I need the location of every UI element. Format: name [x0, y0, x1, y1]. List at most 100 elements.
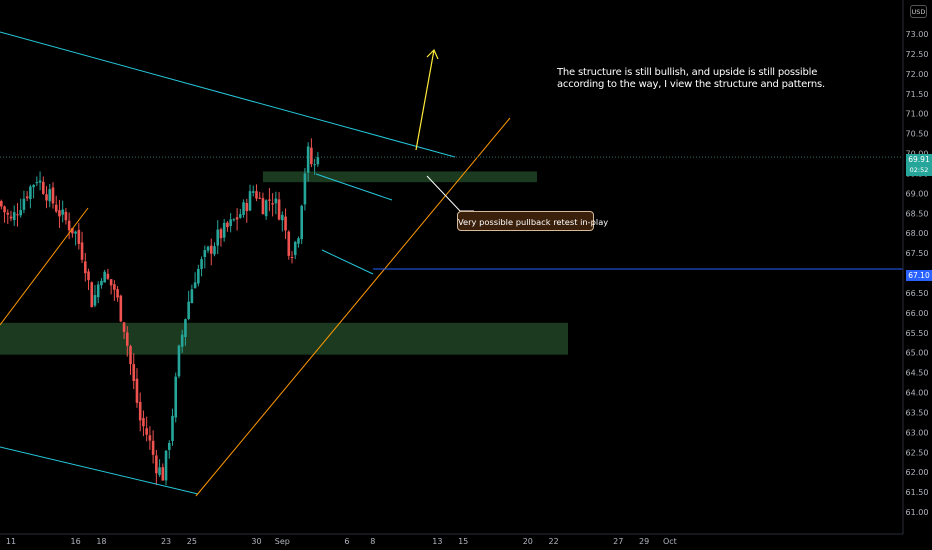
x-tick-label: 22	[549, 537, 559, 546]
candle	[274, 191, 278, 215]
candle	[232, 218, 236, 222]
candle	[45, 186, 48, 209]
currency-label[interactable]: USD	[910, 5, 927, 18]
candle	[255, 184, 258, 202]
x-tick-label: 11	[6, 537, 16, 546]
candle	[313, 158, 316, 175]
upper-channel-line	[0, 31, 456, 158]
x-tick-label: 25	[187, 537, 197, 546]
x-tick-label: 16	[71, 537, 81, 546]
candle	[203, 245, 207, 269]
candle	[180, 329, 184, 353]
candle	[32, 184, 35, 199]
y-tick-label: 72.50	[906, 50, 929, 59]
current-price-value: 69.91	[908, 155, 930, 164]
time-axis: 11 16 18 23 25 30 Sep 6 8 13 15 20 22 27 29 Oct	[0, 533, 903, 546]
price-axis: 61.00 61.50 62.00 62.50 63.00 63.50 64.00 64.50…	[902, 0, 929, 534]
y-tick-label: 65.00	[906, 349, 929, 358]
candle	[251, 185, 255, 197]
candlestick-series	[0, 138, 320, 486]
candle	[171, 408, 174, 446]
candle	[106, 268, 110, 281]
candle	[125, 326, 129, 357]
y-tick-label: 71.00	[906, 110, 929, 119]
candle	[54, 195, 58, 214]
candle	[25, 191, 29, 202]
candle	[197, 264, 200, 287]
candle	[145, 416, 148, 442]
level-price-badge: 67.10	[906, 270, 932, 281]
y-tick-label: 65.50	[906, 329, 929, 338]
bar-countdown: 02:52	[909, 166, 929, 174]
candle	[229, 213, 232, 233]
x-tick-label: 27	[613, 537, 623, 546]
candle	[277, 192, 281, 221]
candle	[316, 152, 320, 167]
candle	[16, 203, 19, 227]
candle	[258, 191, 262, 200]
candle	[158, 459, 161, 477]
target-arrow	[415, 49, 435, 151]
trend-drawings	[0, 31, 903, 497]
y-tick-label: 70.50	[906, 130, 929, 139]
current-price-badge: 69.91 02:52	[906, 154, 932, 176]
candle	[248, 184, 252, 212]
candle	[209, 238, 213, 266]
candle	[261, 192, 265, 215]
candle	[151, 430, 155, 464]
analysis-note: The structure is still bullish, and upsi…	[557, 67, 825, 90]
candle	[35, 176, 39, 187]
candle	[213, 242, 216, 257]
x-tick-label: 20	[523, 537, 533, 546]
candle	[38, 171, 42, 191]
candle	[310, 138, 313, 168]
x-tick-label: 30	[251, 537, 261, 546]
candle	[48, 183, 52, 208]
candle	[245, 198, 249, 223]
candle	[206, 245, 210, 254]
rising-trendline	[195, 117, 511, 497]
x-tick-label: 18	[96, 537, 106, 546]
y-tick-label: 62.00	[906, 468, 929, 477]
candle	[113, 280, 116, 301]
candle	[22, 190, 26, 214]
candle	[306, 142, 310, 182]
breakout-zone	[262, 171, 537, 183]
x-tick-label: 6	[344, 537, 349, 546]
y-tick-label: 72.00	[906, 70, 929, 79]
candle	[116, 285, 119, 302]
y-tick-label: 66.50	[906, 289, 929, 298]
candle	[219, 227, 223, 247]
flag-lower-line	[321, 249, 374, 275]
lower-channel-line	[0, 446, 199, 495]
y-tick-label: 71.50	[906, 90, 929, 99]
candle	[42, 176, 45, 195]
candle	[109, 279, 113, 295]
x-tick-label: 29	[639, 537, 649, 546]
y-tick-label: 68.50	[906, 209, 929, 218]
x-tick-label: 13	[432, 537, 442, 546]
candle	[80, 231, 84, 263]
y-tick-label: 68.00	[906, 229, 929, 238]
candle	[242, 199, 245, 218]
candle	[61, 200, 64, 223]
candle	[100, 278, 103, 289]
y-tick-label: 73.00	[906, 30, 929, 39]
candle	[51, 182, 55, 209]
candle	[222, 218, 226, 242]
candle	[96, 281, 100, 304]
candle	[200, 256, 203, 277]
y-tick-label: 67.50	[906, 249, 929, 258]
target-arrowhead	[426, 48, 439, 60]
candle	[155, 449, 158, 486]
candle	[64, 207, 68, 225]
candle	[190, 284, 194, 304]
candle	[290, 251, 294, 264]
candle	[287, 230, 291, 260]
candle	[67, 212, 71, 240]
x-tick-label: 8	[370, 537, 375, 546]
candle	[174, 372, 178, 423]
y-tick-label: 62.50	[906, 448, 929, 457]
y-tick-label: 61.50	[906, 488, 929, 497]
